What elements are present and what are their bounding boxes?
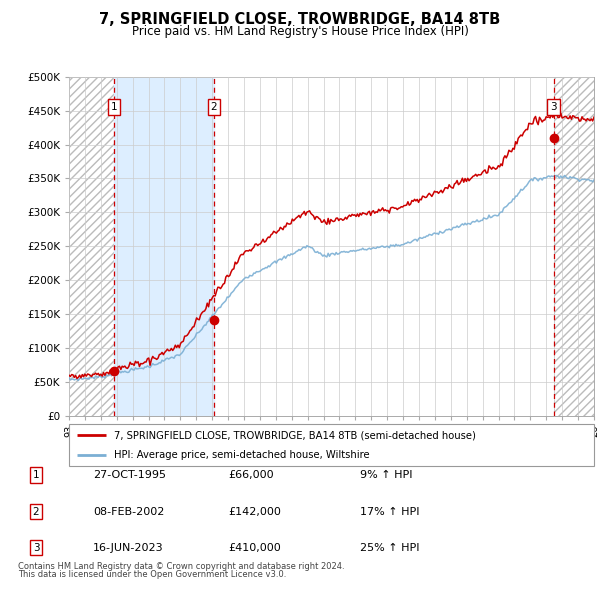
Text: 16-JUN-2023: 16-JUN-2023 bbox=[93, 543, 164, 552]
Bar bbox=[114, 77, 214, 416]
Text: 3: 3 bbox=[32, 543, 40, 552]
Text: £142,000: £142,000 bbox=[228, 507, 281, 516]
Text: 3: 3 bbox=[550, 102, 557, 112]
Text: 25% ↑ HPI: 25% ↑ HPI bbox=[360, 543, 419, 552]
Text: Price paid vs. HM Land Registry's House Price Index (HPI): Price paid vs. HM Land Registry's House … bbox=[131, 25, 469, 38]
Text: This data is licensed under the Open Government Licence v3.0.: This data is licensed under the Open Gov… bbox=[18, 571, 286, 579]
FancyBboxPatch shape bbox=[69, 424, 594, 466]
Text: 2: 2 bbox=[32, 507, 40, 516]
Text: 7, SPRINGFIELD CLOSE, TROWBRIDGE, BA14 8TB (semi-detached house): 7, SPRINGFIELD CLOSE, TROWBRIDGE, BA14 8… bbox=[113, 430, 476, 440]
Bar bbox=[69, 77, 114, 416]
Text: 9% ↑ HPI: 9% ↑ HPI bbox=[360, 470, 413, 480]
Text: £66,000: £66,000 bbox=[228, 470, 274, 480]
Text: 27-OCT-1995: 27-OCT-1995 bbox=[93, 470, 166, 480]
Text: 1: 1 bbox=[110, 102, 117, 112]
Text: HPI: Average price, semi-detached house, Wiltshire: HPI: Average price, semi-detached house,… bbox=[113, 450, 369, 460]
Text: £410,000: £410,000 bbox=[228, 543, 281, 552]
Text: 7, SPRINGFIELD CLOSE, TROWBRIDGE, BA14 8TB: 7, SPRINGFIELD CLOSE, TROWBRIDGE, BA14 8… bbox=[100, 12, 500, 27]
Text: 17% ↑ HPI: 17% ↑ HPI bbox=[360, 507, 419, 516]
Text: 1: 1 bbox=[32, 470, 40, 480]
Text: 2: 2 bbox=[211, 102, 217, 112]
Text: Contains HM Land Registry data © Crown copyright and database right 2024.: Contains HM Land Registry data © Crown c… bbox=[18, 562, 344, 571]
Bar bbox=[554, 77, 594, 416]
Text: 08-FEB-2002: 08-FEB-2002 bbox=[93, 507, 164, 516]
